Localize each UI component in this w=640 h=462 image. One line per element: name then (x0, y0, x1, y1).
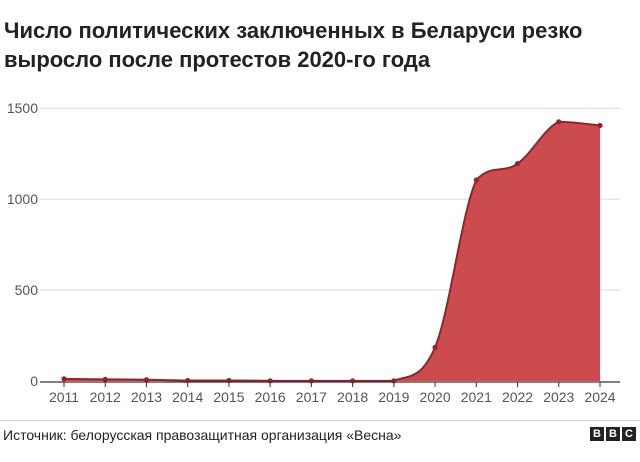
data-point-2011 (61, 376, 67, 382)
footer-divider (0, 420, 640, 421)
data-point-2024 (597, 122, 603, 129)
data-point-2013 (143, 377, 150, 383)
y-tick-label: 1500 (7, 100, 38, 116)
x-tick-label: 2018 (337, 389, 368, 405)
x-tick-label: 2021 (461, 389, 492, 405)
data-point-2023 (556, 119, 562, 125)
x-tick-label: 2017 (296, 389, 327, 405)
x-tick-label: 2020 (419, 389, 450, 405)
bbc-logo-letter-1: B (590, 427, 604, 441)
bbc-logo-letter-3: C (622, 427, 636, 441)
x-tick-label: 2015 (213, 389, 244, 405)
data-point-2021 (473, 177, 479, 183)
data-point-2022 (514, 161, 521, 167)
x-tick-label: 2024 (584, 389, 615, 405)
y-tick-labels: 0 500 1000 1500 (7, 100, 38, 389)
x-tick-label: 2014 (172, 389, 203, 405)
x-tick-labels: 2011 2012 2013 2014 2015 2016 2017 2018 2019 2020… (49, 382, 616, 405)
data-point-2012 (102, 376, 108, 382)
x-tick-label: 2013 (131, 389, 162, 405)
x-tick-label: 2011 (49, 389, 79, 405)
series-area (64, 121, 600, 381)
x-tick-label: 2016 (255, 389, 286, 405)
bbc-logo: B B C (590, 427, 636, 441)
data-point-2020 (432, 344, 438, 350)
series-line (63, 120, 601, 382)
x-tick-label: 2019 (378, 389, 409, 405)
source-note: Источник: белорусская правозащитная орга… (3, 427, 402, 443)
y-tick-label: 1000 (7, 191, 38, 207)
y-tick-label: 500 (15, 282, 39, 298)
x-tick-label: 2022 (502, 389, 533, 405)
y-tick-label: 0 (30, 373, 38, 389)
x-tick-label: 2012 (90, 389, 121, 405)
bbc-logo-letter-2: B (606, 427, 620, 441)
chart-title: Число политических заключенных в Беларус… (4, 18, 583, 72)
x-tick-label: 2023 (543, 389, 574, 405)
